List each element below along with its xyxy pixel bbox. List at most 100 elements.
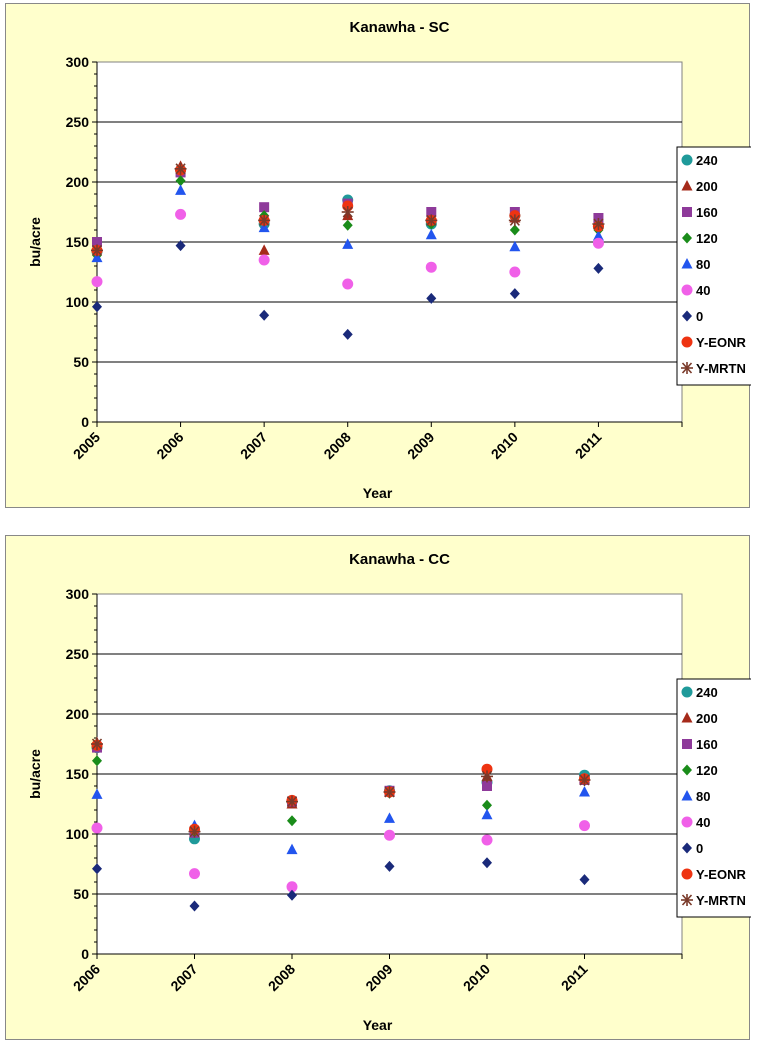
y-tick-label: 300 xyxy=(66,586,90,602)
series-40 xyxy=(91,820,590,893)
legend-label: 200 xyxy=(696,711,718,726)
data-point xyxy=(425,228,437,240)
legend-label: Y-EONR xyxy=(696,335,746,350)
legend-label: 160 xyxy=(696,205,718,220)
y-tick-label: 0 xyxy=(81,414,89,430)
data-point xyxy=(341,206,354,218)
series-80 xyxy=(91,184,604,263)
data-point xyxy=(508,214,521,227)
data-point xyxy=(592,237,604,249)
data-point xyxy=(91,251,103,263)
legend-marker xyxy=(681,816,693,828)
legend-label: 40 xyxy=(696,815,710,830)
data-point xyxy=(258,214,271,227)
legend-marker xyxy=(681,790,693,801)
x-tick-label: 2008 xyxy=(265,961,298,994)
y-tick-label: 300 xyxy=(66,54,90,70)
y-tick-label: 0 xyxy=(81,946,89,962)
legend-marker xyxy=(681,362,693,374)
series-y-mrtn xyxy=(91,162,605,257)
x-tick-label: 2008 xyxy=(320,429,353,462)
y-tick-label: 200 xyxy=(66,706,90,722)
series-y-mrtn xyxy=(91,738,591,838)
x-axis-label: Year xyxy=(363,1017,393,1033)
data-point xyxy=(482,799,492,811)
legend-marker xyxy=(682,739,692,749)
y-tick-label: 150 xyxy=(66,234,90,250)
x-tick-label: 2011 xyxy=(558,961,591,994)
y-tick-label: 250 xyxy=(66,114,90,130)
data-point xyxy=(92,863,102,875)
legend-marker xyxy=(682,232,692,244)
data-point xyxy=(592,218,605,230)
legend-marker xyxy=(682,310,692,322)
data-point xyxy=(425,214,438,227)
data-point xyxy=(592,230,604,241)
data-point xyxy=(258,244,270,255)
data-point xyxy=(189,900,200,912)
legend-label: 0 xyxy=(696,841,703,856)
data-point xyxy=(482,857,492,869)
data-point xyxy=(91,822,103,834)
data-point xyxy=(593,262,604,274)
data-point xyxy=(286,843,298,855)
data-point xyxy=(259,309,270,321)
data-point xyxy=(287,889,297,901)
y-tick-label: 100 xyxy=(66,294,90,310)
legend-label: Y-EONR xyxy=(696,867,746,882)
data-point xyxy=(342,328,353,340)
legend-marker xyxy=(681,258,693,269)
x-tick-label: 2005 xyxy=(70,429,103,462)
x-tick-label: 2010 xyxy=(460,961,493,994)
data-point xyxy=(92,755,102,767)
data-point xyxy=(188,825,201,838)
data-point xyxy=(426,207,437,217)
y-tick-label: 250 xyxy=(66,646,90,662)
data-point xyxy=(259,202,270,213)
data-point xyxy=(92,301,102,313)
legend-label: 80 xyxy=(696,789,710,804)
legend-label: Y-MRTN xyxy=(696,361,746,376)
y-tick-label: 200 xyxy=(66,174,90,190)
data-point xyxy=(425,261,437,273)
y-tick-label: 50 xyxy=(73,354,89,370)
data-point xyxy=(509,266,521,278)
data-point xyxy=(383,786,396,798)
legend-label: 0 xyxy=(696,309,703,324)
data-point xyxy=(189,868,200,880)
data-point xyxy=(579,820,590,832)
legend-marker xyxy=(681,894,693,906)
data-point xyxy=(92,237,102,247)
legend-marker xyxy=(682,842,692,854)
legend-label: 240 xyxy=(696,685,718,700)
data-point xyxy=(258,254,270,266)
chart-sc: Kanawha - SC 0 50 100 150 200 250 300 2005 2006 20… xyxy=(27,19,751,501)
x-tick-label: 2009 xyxy=(362,961,395,994)
legend-label: 200 xyxy=(696,179,718,194)
data-point xyxy=(342,278,354,290)
x-tick-label: 2007 xyxy=(237,429,270,462)
data-point xyxy=(258,221,270,233)
chart-panel-cc: Kanawha - CC 0 50 100 150 200 250 300 2006 2007 20… xyxy=(5,535,751,1040)
series-0 xyxy=(92,240,604,340)
data-point xyxy=(481,834,493,846)
data-point xyxy=(342,238,354,249)
data-point xyxy=(286,881,298,893)
series-40 xyxy=(91,208,604,290)
x-tick-label: 2007 xyxy=(167,961,200,994)
legend-marker xyxy=(682,764,692,776)
legend-label: 120 xyxy=(696,763,718,778)
data-point xyxy=(286,795,298,808)
data-point xyxy=(91,738,103,750)
y-axis-label: bu/acre xyxy=(27,217,43,267)
chart-title: Kanawha - SC xyxy=(349,19,449,36)
data-point xyxy=(175,208,187,220)
legend-label: 80 xyxy=(696,257,710,272)
data-point xyxy=(175,240,186,252)
data-point xyxy=(481,770,493,783)
data-point xyxy=(342,219,353,231)
legend-marker xyxy=(681,284,693,296)
data-point xyxy=(175,175,186,187)
legend-marker xyxy=(681,336,693,348)
x-tick-label: 2006 xyxy=(70,961,103,994)
